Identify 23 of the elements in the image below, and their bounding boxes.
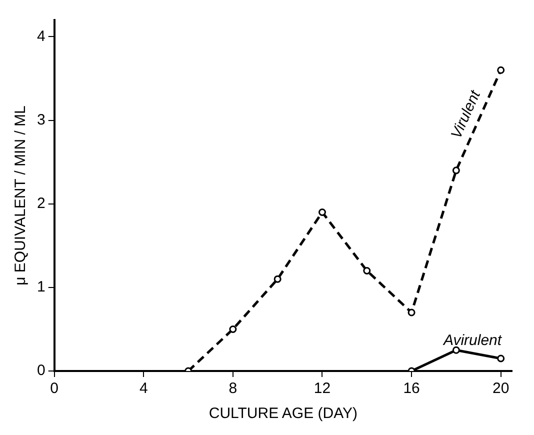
y-tick-label: 4 [37,28,46,45]
x-tick-label: 8 [228,380,238,398]
x-axis-title: CULTURE AGE (DAY) [208,405,358,422]
point [408,308,416,316]
y-axis-title: μ EQUIVALENT / MIN / ML [12,106,30,286]
x-tick-label: 12 [314,380,331,398]
x-tick-label: 16 [403,380,420,398]
y-tick-label: 1 [37,278,46,296]
point [452,166,460,174]
y-tick-label: 0 [37,362,46,380]
y-tick-label: 3 [37,111,46,128]
x-tick-label: 0 [50,380,59,398]
point [274,275,282,283]
point [452,346,460,354]
point [497,354,505,362]
y-tick-label: 2 [37,195,46,212]
point [318,208,326,216]
point [497,66,505,74]
series-label: Avirulent [442,332,502,349]
x-tick-label: 20 [492,380,510,398]
x-tick-label: 4 [139,380,148,398]
point [229,325,237,333]
point [363,266,371,274]
